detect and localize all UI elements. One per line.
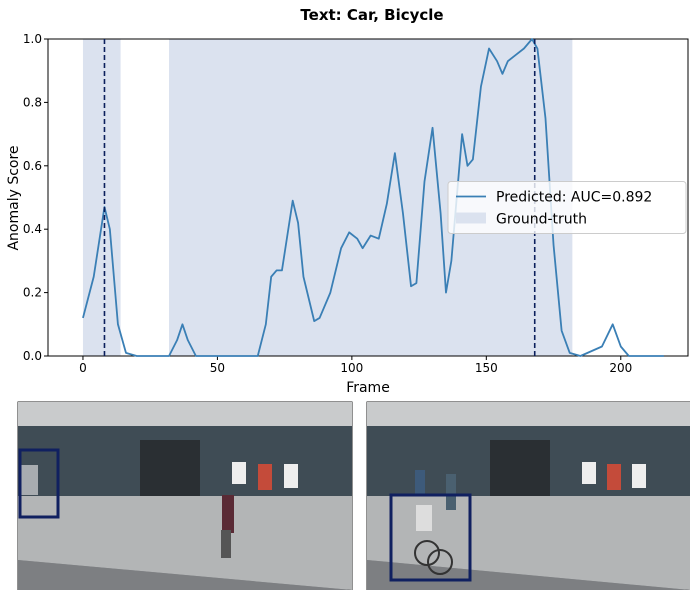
- y-tick-label: 0.2: [23, 286, 42, 300]
- legend-label: Predicted: AUC=0.892: [496, 190, 652, 206]
- chart-title: Text: Car, Bicycle: [300, 6, 443, 24]
- frame-image: [18, 402, 352, 590]
- figure: Text: Car, Bicycle Frame Anomaly Score 0…: [0, 0, 690, 590]
- legend-swatch: [456, 213, 486, 224]
- x-tick-label: 50: [210, 361, 225, 375]
- x-tick-label: 100: [340, 361, 363, 375]
- x-axis-label: Frame: [346, 380, 390, 396]
- y-tick-label: 1.0: [23, 32, 42, 46]
- frame-image: [367, 402, 690, 590]
- y-axis-label: Anomaly Score: [6, 145, 22, 250]
- plot-area: 0.0 0.2 0.4 0.6 0.8 1.0 0 50 100 150 200 Predicted:…: [23, 32, 688, 375]
- y-tick-label: 0.8: [23, 95, 42, 109]
- ground-truth-region: [83, 39, 121, 356]
- y-tick-label: 0.6: [23, 159, 42, 173]
- legend-label: Ground-truth: [496, 212, 587, 228]
- y-tick-label: 0.0: [23, 349, 42, 363]
- x-tick-label: 150: [475, 361, 498, 375]
- x-tick-label: 0: [79, 361, 87, 375]
- y-tick-label: 0.4: [23, 222, 42, 236]
- x-tick-label: 200: [609, 361, 632, 375]
